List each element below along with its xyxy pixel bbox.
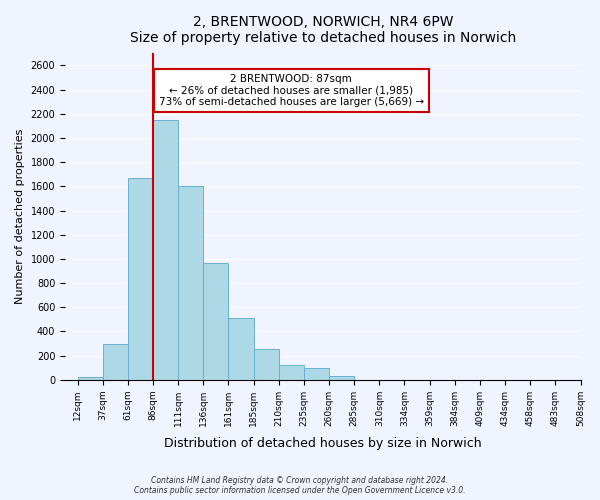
Bar (178, 186, 203, 380)
Bar (153, 120, 178, 380)
Text: 2 BRENTWOOD: 87sqm
← 26% of detached houses are smaller (1,985)
73% of semi-deta: 2 BRENTWOOD: 87sqm ← 26% of detached hou… (159, 74, 424, 107)
Bar (203, 262, 229, 380)
Bar (329, 376, 354, 380)
Y-axis label: Number of detached properties: Number of detached properties (15, 129, 25, 304)
Bar (77, 378, 103, 380)
Bar (279, 364, 304, 380)
Bar (304, 368, 329, 380)
Bar (229, 318, 254, 380)
Bar (254, 349, 279, 380)
Title: 2, BRENTWOOD, NORWICH, NR4 6PW
Size of property relative to detached houses in N: 2, BRENTWOOD, NORWICH, NR4 6PW Size of p… (130, 15, 516, 45)
Text: Contains HM Land Registry data © Crown copyright and database right 2024.
Contai: Contains HM Land Registry data © Crown c… (134, 476, 466, 495)
Bar (103, 344, 128, 380)
X-axis label: Distribution of detached houses by size in Norwich: Distribution of detached houses by size … (164, 437, 482, 450)
Bar (128, 178, 153, 380)
